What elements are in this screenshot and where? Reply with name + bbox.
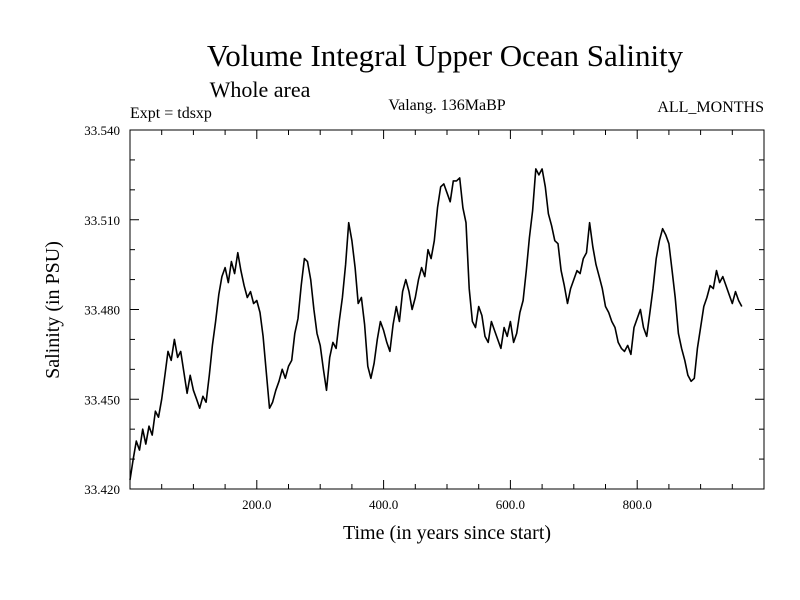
- x-tick-labels: 200.0 400.0 600.0 800.0: [242, 497, 652, 512]
- y-axis-label: Salinity (in PSU): [42, 241, 64, 379]
- y-tick-label: 33.420: [84, 482, 120, 497]
- x-axis-label: Time (in years since start): [343, 522, 551, 544]
- x-tick-label: 800.0: [623, 497, 652, 512]
- x-tick-label: 600.0: [496, 497, 525, 512]
- chart-title: Volume Integral Upper Ocean Salinity: [207, 38, 684, 73]
- x-tick-label: 400.0: [369, 497, 398, 512]
- plot-frame: [129, 129, 765, 490]
- y-tick-label: 33.450: [84, 392, 120, 407]
- months-label: ALL_MONTHS: [657, 99, 764, 116]
- y-tick-label: 33.480: [84, 303, 120, 318]
- y-tick-labels: 33.420 33.450 33.480 33.510 33.540: [84, 123, 120, 497]
- salinity-series-line: [129, 168, 743, 481]
- y-tick-label: 33.540: [84, 123, 120, 138]
- x-tick-label: 200.0: [242, 497, 271, 512]
- chart-subtitle: Whole area: [210, 77, 311, 102]
- axis-ticks: [130, 129, 764, 490]
- y-tick-label: 33.510: [84, 213, 120, 228]
- run-label: Valang. 136MaBP: [388, 97, 505, 114]
- expt-label: Expt = tdsxp: [130, 105, 212, 122]
